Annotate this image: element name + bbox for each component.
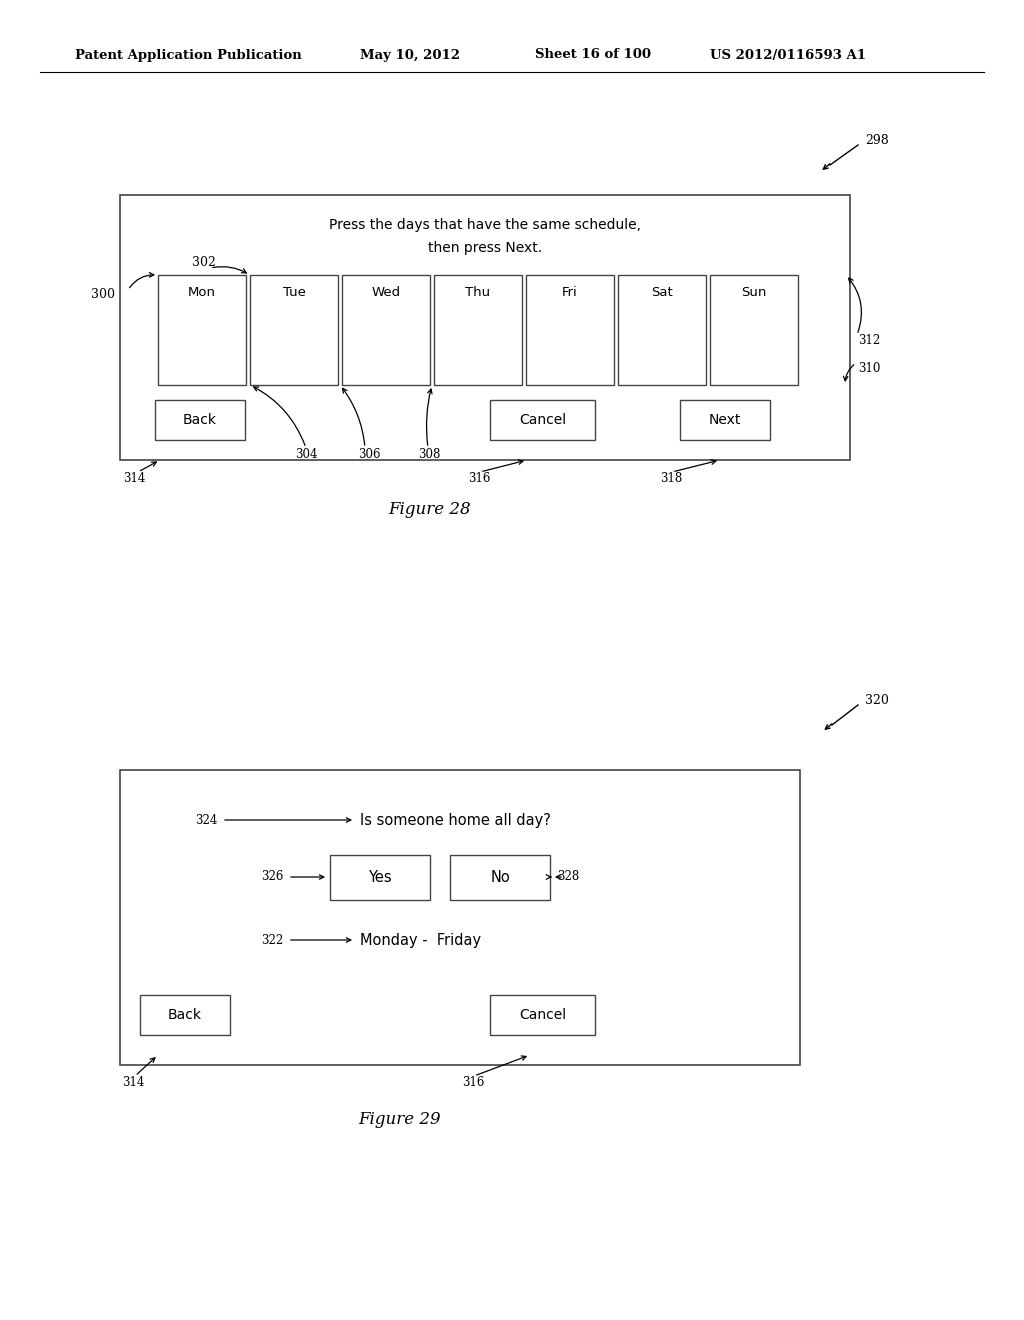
Text: 314: 314: [123, 471, 145, 484]
Text: 310: 310: [858, 362, 881, 375]
Bar: [680, 400, 770, 440]
Text: 326: 326: [261, 870, 283, 883]
Text: Wed: Wed: [372, 286, 400, 300]
Bar: [250, 275, 338, 385]
Text: Yes: Yes: [369, 870, 392, 884]
Text: Press the days that have the same schedule,: Press the days that have the same schedu…: [329, 218, 641, 232]
Text: Mon: Mon: [188, 286, 216, 300]
Text: Is someone home all day?: Is someone home all day?: [360, 813, 551, 828]
Text: Sun: Sun: [741, 286, 767, 300]
Text: 318: 318: [660, 471, 682, 484]
Bar: [526, 275, 614, 385]
Text: 302: 302: [193, 256, 216, 269]
Text: Back: Back: [183, 413, 217, 426]
Text: Figure 28: Figure 28: [389, 502, 471, 519]
Text: 300: 300: [91, 289, 115, 301]
Bar: [450, 855, 550, 900]
Bar: [158, 275, 246, 385]
Text: 328: 328: [557, 870, 580, 883]
Text: Sheet 16 of 100: Sheet 16 of 100: [535, 49, 651, 62]
Text: Monday -  Friday: Monday - Friday: [360, 932, 481, 948]
Text: Thu: Thu: [466, 286, 490, 300]
Bar: [120, 195, 850, 459]
Text: Back: Back: [168, 1008, 202, 1022]
Bar: [710, 275, 798, 385]
Text: 320: 320: [865, 693, 889, 706]
Bar: [330, 855, 430, 900]
Text: 316: 316: [468, 471, 490, 484]
Bar: [434, 275, 522, 385]
Text: 308: 308: [418, 449, 440, 462]
Bar: [618, 275, 706, 385]
Text: 298: 298: [865, 133, 889, 147]
Text: 316: 316: [462, 1076, 484, 1089]
Text: No: No: [490, 870, 510, 884]
Text: Cancel: Cancel: [519, 1008, 566, 1022]
Text: 324: 324: [195, 813, 217, 826]
Text: US 2012/0116593 A1: US 2012/0116593 A1: [710, 49, 866, 62]
Text: Patent Application Publication: Patent Application Publication: [75, 49, 302, 62]
Text: 312: 312: [858, 334, 881, 346]
Text: 322: 322: [261, 933, 283, 946]
Text: 314: 314: [122, 1076, 144, 1089]
Text: Figure 29: Figure 29: [358, 1111, 441, 1129]
Text: Sat: Sat: [651, 286, 673, 300]
Text: 304: 304: [295, 449, 317, 462]
Bar: [490, 995, 595, 1035]
Bar: [155, 400, 245, 440]
Bar: [140, 995, 230, 1035]
Text: Fri: Fri: [562, 286, 578, 300]
Text: Cancel: Cancel: [519, 413, 566, 426]
Text: Next: Next: [709, 413, 741, 426]
Bar: [490, 400, 595, 440]
Text: May 10, 2012: May 10, 2012: [360, 49, 460, 62]
Text: Tue: Tue: [283, 286, 305, 300]
Text: 306: 306: [358, 449, 381, 462]
Bar: [342, 275, 430, 385]
Text: then press Next.: then press Next.: [428, 242, 542, 255]
Bar: [120, 770, 800, 1065]
